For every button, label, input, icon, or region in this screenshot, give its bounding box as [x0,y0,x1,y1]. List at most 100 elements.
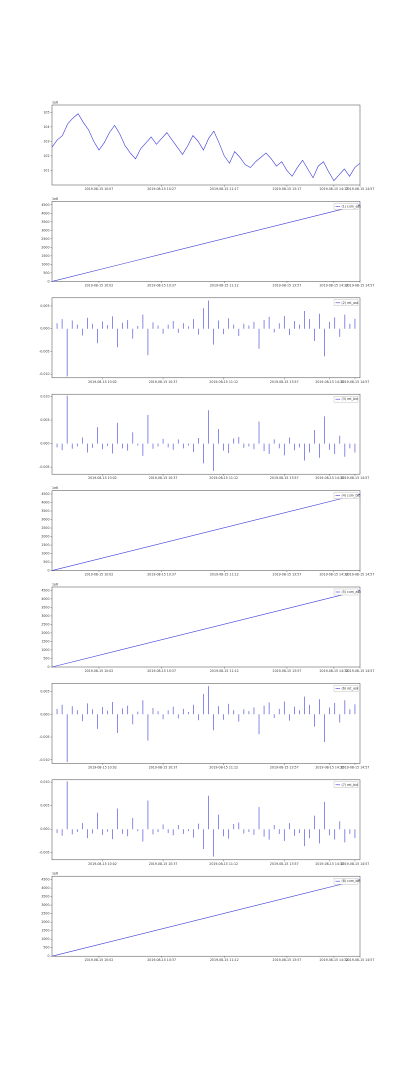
y-tick-label: -0.010 [39,758,49,762]
legend-label: (1) cum_ask [342,204,362,208]
y-tick-label: 2500 [41,237,49,241]
x-tick-label: 2019-08-15 14:32 [315,476,344,480]
y-tick-label: 2500 [41,526,49,530]
y-tick-label: 0.005 [40,304,49,308]
y-tick-label: 2000 [41,245,49,249]
y-tick-label: 1000 [41,552,49,556]
chart-panel: 1e6 0 500 1000 1500 2000 2500 3000 3500 4000 4500 2… [41,583,374,674]
x-tick-label: 2019-08-15 14:32 [315,765,344,769]
y-tick-label: 101 [43,168,49,172]
y-tick-label: 102 [43,154,49,158]
x-tick-label: 2019-08-15 13:57 [273,283,302,287]
y-tick-label: 1500 [41,254,49,258]
y-tick-label: 104 [43,125,49,129]
chart-panel: 1e6 101 102 103 104 105 2019-08-15 10:07 2019-0… [43,101,374,192]
y-tick-label: 500 [43,271,49,275]
x-tick-label: 2019-08-15 10:02 [88,765,117,769]
x-tick-label: 2019-08-15 13:57 [270,862,299,866]
y-tick-label: 4000 [41,501,49,505]
data-line [51,113,361,182]
y-tick-label: 1500 [41,639,49,643]
x-tick-label: 2019-08-15 10:37 [147,573,176,577]
y-tick-label: 3500 [41,895,49,899]
legend-label: (3) ret_bid [342,397,359,401]
y-tick-label: 4000 [41,597,49,601]
x-tick-label: 2019-08-15 10:02 [88,476,117,480]
x-tick-label: 2019-08-15 14:57 [341,380,370,384]
chart-panel: 1e6 0 500 1000 1500 2000 2500 3000 3500 4000 4500 2… [41,486,374,576]
y-tick-label: 4500 [41,878,49,882]
x-tick-label: 2019-08-15 14:57 [346,958,375,962]
x-tick-label: 2019-08-15 13:57 [270,380,299,384]
y-tick-label: 2000 [41,920,49,924]
x-tick-label: 2019-08-15 14:57 [346,573,375,577]
y-tick-label: 1500 [41,929,49,933]
x-tick-label: 2019-08-15 10:37 [149,765,178,769]
x-tick-label: 2019-08-15 11:12 [209,380,238,384]
y-tick-label: 0 [47,665,49,669]
legend-box [333,878,359,885]
x-tick-label: 2019-08-15 10:37 [147,283,176,287]
y-tick-label: 3500 [41,220,49,224]
x-tick-label: 2019-08-15 14:32 [320,669,349,673]
legend-box [333,299,359,306]
y-tick-label: 0.000 [40,827,49,831]
y-tick-label: 500 [43,560,49,564]
x-tick-label: 2019-08-15 14:32 [320,283,349,287]
x-tick-label: 2019-08-15 11:12 [210,669,239,673]
legend-label: (2) ret_ask [342,301,359,305]
y-tick-label: 2500 [41,912,49,916]
x-tick-label: 2019-08-15 11:12 [210,573,239,577]
chart-title: 1e6 [52,101,58,105]
x-tick-label: 2019-08-15 10:02 [85,958,114,962]
x-tick-label: 2019-08-15 10:27 [147,187,176,191]
y-tick-label: 2500 [41,622,49,626]
y-tick-label: 1000 [41,262,49,266]
y-tick-label: 0.010 [40,395,49,399]
chart-panel: 1e6 0 500 1000 1500 2000 2500 3000 3500 4000 4500 2… [41,872,374,963]
x-tick-label: 2019-08-15 14:57 [346,669,375,673]
y-tick-label: 3000 [41,518,49,522]
x-tick-label: 2019-08-15 14:57 [346,283,375,287]
y-tick-label: 1000 [41,937,49,941]
data-line [51,590,361,668]
y-tick-label: 1500 [41,543,49,547]
legend-label: (7) ret_bid [342,783,359,787]
y-tick-label: 0 [47,279,49,283]
y-tick-label: 2000 [41,535,49,539]
y-tick-label: 0 [47,569,49,573]
chart-title: 1e6 [52,872,58,876]
y-tick-label: -0.005 [39,851,49,855]
plot-frame [51,490,361,571]
y-tick-label: 3000 [41,228,49,232]
plot-frame [51,297,361,379]
chart-panel: -0.010 -0.005 0.000 0.005 2019-08-15 10:02 20… [39,683,369,769]
y-tick-label: 1000 [41,648,49,652]
x-tick-label: 2019-08-15 11:12 [209,862,238,866]
plot-frame [51,586,361,668]
x-tick-label: 2019-08-15 10:02 [88,380,117,384]
chart-panel: -0.010 -0.005 0.000 0.005 2019-08-15 10:02 20… [39,297,370,384]
x-tick-label: 2019-08-15 11:17 [210,187,239,191]
plot-frame [51,779,361,861]
x-tick-label: 2019-08-15 14:32 [315,862,344,866]
x-tick-label: 2019-08-15 13:57 [270,765,299,769]
chart-panel: 1e6 0 500 1000 1500 2000 2500 3000 3500 4000 4500 2… [41,197,374,288]
chart-title: 1e6 [52,583,58,587]
y-tick-label: 3500 [41,605,49,609]
y-tick-label: 500 [43,656,49,660]
data-line [51,879,361,957]
y-tick-label: 4000 [41,886,49,890]
legend-label: (4) cum_bid [342,494,361,498]
x-tick-label: 2019-08-15 13:57 [273,958,302,962]
x-tick-label: 2019-08-15 14:57 [341,476,370,480]
legend-label: (8) cum_bid [342,879,361,883]
y-tick-label: -0.005 [39,465,49,469]
legend-label: (5) cum_ask [342,590,362,594]
x-tick-label: 2019-08-15 10:37 [147,669,176,673]
x-tick-label: 2019-08-15 14:57 [341,862,370,866]
y-tick-label: 0.005 [40,690,49,694]
x-tick-label: 2019-08-15 13:57 [273,573,302,577]
y-tick-label: 0 [47,954,49,958]
y-tick-label: 3000 [41,614,49,618]
